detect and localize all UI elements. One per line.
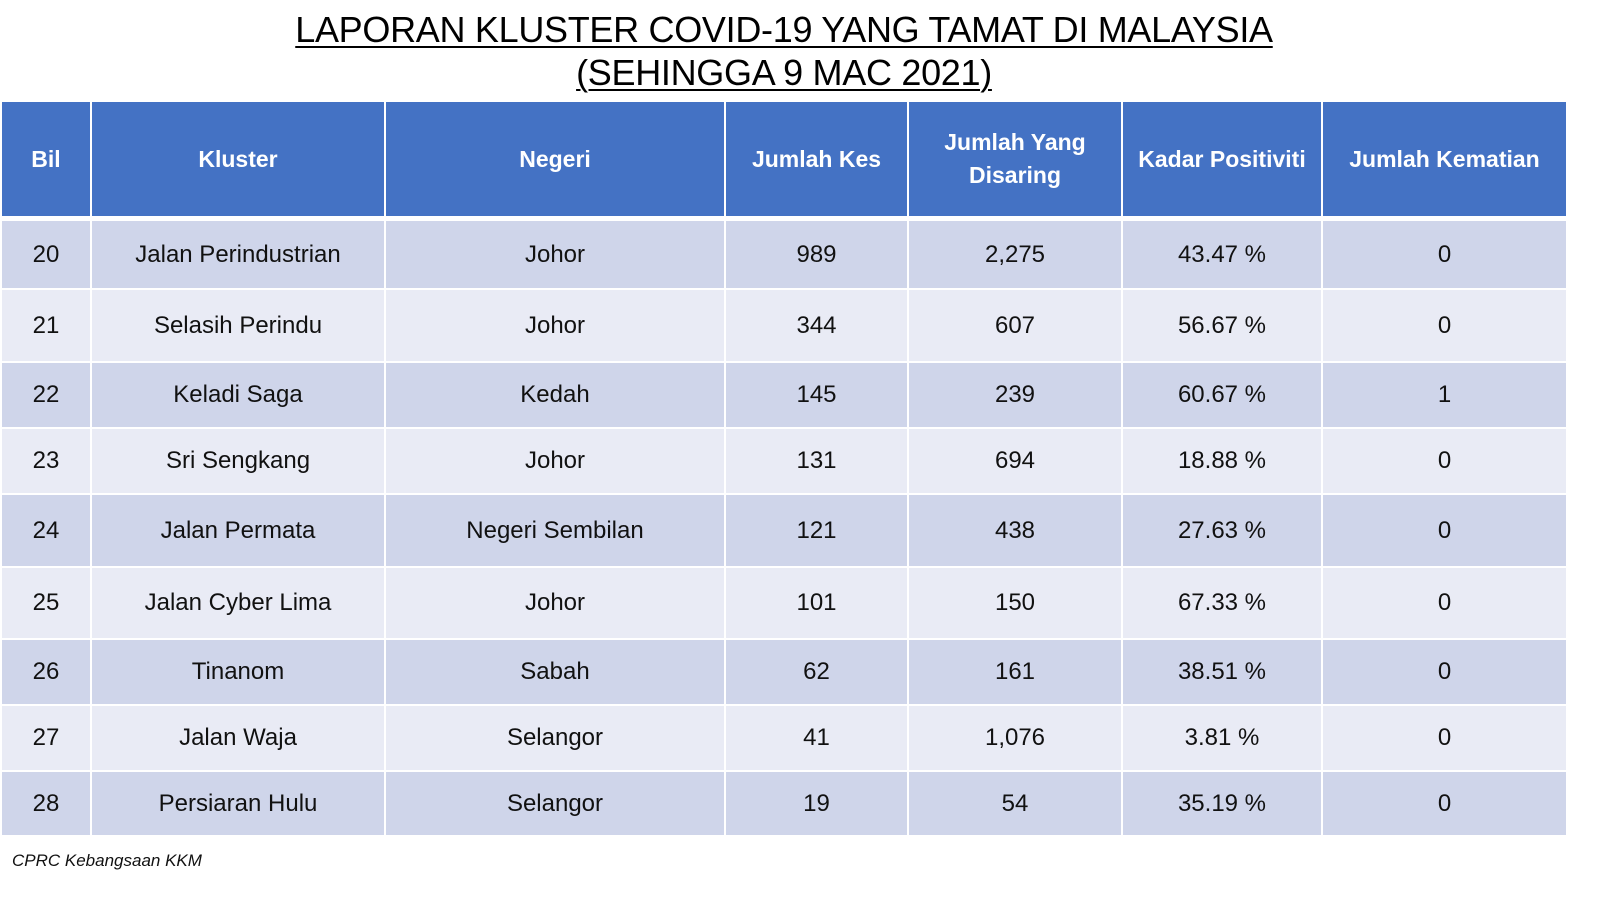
cell-jumlah-kematian: 1 xyxy=(1323,363,1566,427)
cell-jumlah-disaring: 54 xyxy=(909,772,1121,835)
cell-jumlah-kes: 145 xyxy=(726,363,907,427)
cell-kluster: Persiaran Hulu xyxy=(92,772,384,835)
cell-kadar-positiviti: 60.67 % xyxy=(1123,363,1321,427)
cell-jumlah-kematian: 0 xyxy=(1323,218,1566,288)
header-jumlah-kematian: Jumlah Kematian xyxy=(1323,102,1566,216)
cell-kadar-positiviti: 18.88 % xyxy=(1123,429,1321,493)
cell-kadar-positiviti: 35.19 % xyxy=(1123,772,1321,835)
cell-negeri: Sabah xyxy=(386,640,724,704)
cell-jumlah-kes: 131 xyxy=(726,429,907,493)
cell-negeri: Johor xyxy=(386,290,724,361)
cell-jumlah-disaring: 2,275 xyxy=(909,218,1121,288)
cell-jumlah-disaring: 694 xyxy=(909,429,1121,493)
cell-negeri: Selangor xyxy=(386,772,724,835)
cell-bil: 27 xyxy=(2,706,90,770)
cell-kluster: Jalan Perindustrian xyxy=(92,218,384,288)
title-line-1: LAPORAN KLUSTER COVID-19 YANG TAMAT DI M… xyxy=(295,9,1273,50)
cell-bil: 20 xyxy=(2,218,90,288)
header-kadar-positiviti: Kadar Positiviti xyxy=(1123,102,1321,216)
cell-jumlah-kes: 101 xyxy=(726,568,907,638)
table-row: 24 Jalan Permata Negeri Sembilan 121 438 27.6… xyxy=(2,495,1566,566)
cell-jumlah-kes: 121 xyxy=(726,495,907,566)
table-header: Bil Kluster Negeri Jumlah Kes Jumlah Yan… xyxy=(2,102,1566,216)
cell-jumlah-kes: 19 xyxy=(726,772,907,835)
cell-negeri: Johor xyxy=(386,568,724,638)
cell-negeri: Selangor xyxy=(386,706,724,770)
table-row: 20 Jalan Perindustrian Johor 989 2,275 43.47 … xyxy=(2,218,1566,288)
table-body: 20 Jalan Perindustrian Johor 989 2,275 43.47 … xyxy=(2,218,1566,835)
cell-kluster: Jalan Permata xyxy=(92,495,384,566)
cell-jumlah-disaring: 1,076 xyxy=(909,706,1121,770)
cell-kluster: Jalan Cyber Lima xyxy=(92,568,384,638)
cell-kadar-positiviti: 3.81 % xyxy=(1123,706,1321,770)
cell-jumlah-kematian: 0 xyxy=(1323,568,1566,638)
cell-bil: 25 xyxy=(2,568,90,638)
cell-jumlah-disaring: 150 xyxy=(909,568,1121,638)
cell-jumlah-kes: 62 xyxy=(726,640,907,704)
header-negeri: Negeri xyxy=(386,102,724,216)
cluster-table: Bil Kluster Negeri Jumlah Kes Jumlah Yan… xyxy=(0,100,1568,837)
table-row: 27 Jalan Waja Selangor 41 1,076 3.81 % 0 xyxy=(2,706,1566,770)
cell-jumlah-kematian: 0 xyxy=(1323,640,1566,704)
cell-bil: 28 xyxy=(2,772,90,835)
cell-jumlah-kematian: 0 xyxy=(1323,495,1566,566)
cell-jumlah-disaring: 438 xyxy=(909,495,1121,566)
cell-kadar-positiviti: 67.33 % xyxy=(1123,568,1321,638)
header-jumlah-kes: Jumlah Kes xyxy=(726,102,907,216)
cell-jumlah-disaring: 607 xyxy=(909,290,1121,361)
cell-jumlah-disaring: 161 xyxy=(909,640,1121,704)
cell-negeri: Johor xyxy=(386,218,724,288)
table-row: 26 Tinanom Sabah 62 161 38.51 % 0 xyxy=(2,640,1566,704)
table-row: 28 Persiaran Hulu Selangor 19 54 35.19 % 0 xyxy=(2,772,1566,835)
table-row: 21 Selasih Perindu Johor 344 607 56.67 % 0 xyxy=(2,290,1566,361)
title-line-2: (SEHINGGA 9 MAC 2021) xyxy=(576,52,992,93)
table-row: 23 Sri Sengkang Johor 131 694 18.88 % 0 xyxy=(2,429,1566,493)
cell-jumlah-kes: 344 xyxy=(726,290,907,361)
header-jumlah-disaring: Jumlah Yang Disaring xyxy=(909,102,1121,216)
source-note: CPRC Kebangsaan KKM xyxy=(12,851,202,870)
header-bil: Bil xyxy=(2,102,90,216)
cell-bil: 24 xyxy=(2,495,90,566)
cell-kadar-positiviti: 43.47 % xyxy=(1123,218,1321,288)
cell-kluster: Sri Sengkang xyxy=(92,429,384,493)
cell-bil: 23 xyxy=(2,429,90,493)
cell-kadar-positiviti: 27.63 % xyxy=(1123,495,1321,566)
cell-bil: 21 xyxy=(2,290,90,361)
cell-jumlah-kematian: 0 xyxy=(1323,429,1566,493)
cell-jumlah-kematian: 0 xyxy=(1323,772,1566,835)
cell-kluster: Keladi Saga xyxy=(92,363,384,427)
cell-negeri: Johor xyxy=(386,429,724,493)
header-kluster: Kluster xyxy=(92,102,384,216)
cell-negeri: Kedah xyxy=(386,363,724,427)
cell-jumlah-kematian: 0 xyxy=(1323,706,1566,770)
table-row: 22 Keladi Saga Kedah 145 239 60.67 % 1 xyxy=(2,363,1566,427)
header-row: Bil Kluster Negeri Jumlah Kes Jumlah Yan… xyxy=(2,102,1566,216)
cell-bil: 26 xyxy=(2,640,90,704)
cell-kadar-positiviti: 56.67 % xyxy=(1123,290,1321,361)
cell-kluster: Tinanom xyxy=(92,640,384,704)
table-row: 25 Jalan Cyber Lima Johor 101 150 67.33 % 0 xyxy=(2,568,1566,638)
cell-jumlah-kes: 41 xyxy=(726,706,907,770)
cell-kluster: Jalan Waja xyxy=(92,706,384,770)
cell-jumlah-kes: 989 xyxy=(726,218,907,288)
cell-bil: 22 xyxy=(2,363,90,427)
cell-negeri: Negeri Sembilan xyxy=(386,495,724,566)
cell-kadar-positiviti: 38.51 % xyxy=(1123,640,1321,704)
cell-jumlah-disaring: 239 xyxy=(909,363,1121,427)
report-title: LAPORAN KLUSTER COVID-19 YANG TAMAT DI M… xyxy=(0,8,1568,94)
cell-jumlah-kematian: 0 xyxy=(1323,290,1566,361)
cell-kluster: Selasih Perindu xyxy=(92,290,384,361)
